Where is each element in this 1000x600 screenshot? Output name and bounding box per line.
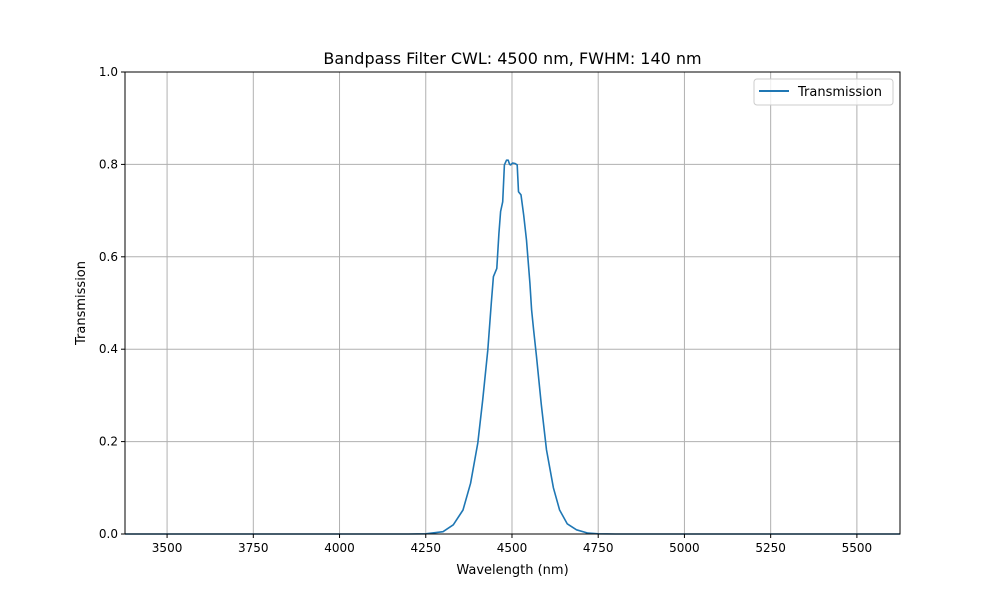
y-tick-label: 0.2	[99, 435, 118, 449]
grid	[125, 71, 900, 535]
series-layer	[125, 159, 900, 535]
ticks: 3500 3750 4000 4250 4500 4750 5000 5250 5500 0.0 0…	[99, 65, 872, 555]
x-tick-label: 5250	[755, 541, 786, 555]
y-tick-label: 0.4	[99, 342, 118, 356]
x-tick-label: 5500	[842, 541, 873, 555]
x-tick-label: 4750	[583, 541, 614, 555]
y-axis-label: Transmission	[74, 261, 89, 346]
y-tick-label: 0.6	[99, 250, 118, 264]
y-tick-label: 0.8	[99, 157, 118, 171]
x-tick-label: 4000	[324, 541, 355, 555]
legend-box	[753, 78, 894, 106]
series-line-transmission	[125, 159, 900, 535]
x-tick-label: 5000	[669, 541, 700, 555]
x-tick-label: 4500	[497, 541, 528, 555]
chart-title: Bandpass Filter CWL: 4500 nm, FWHM: 140 …	[323, 49, 701, 68]
legend: Transmission	[753, 78, 894, 106]
legend-label: Transmission	[797, 85, 882, 100]
x-tick-label: 3750	[238, 541, 269, 555]
x-axis-label: Wavelength (nm)	[456, 563, 568, 578]
y-tick-label: 1.0	[99, 65, 118, 79]
y-tick-label: 0.0	[99, 527, 118, 541]
x-tick-label: 3500	[152, 541, 183, 555]
axes-frame	[124, 71, 901, 535]
x-tick-label: 4250	[410, 541, 441, 555]
